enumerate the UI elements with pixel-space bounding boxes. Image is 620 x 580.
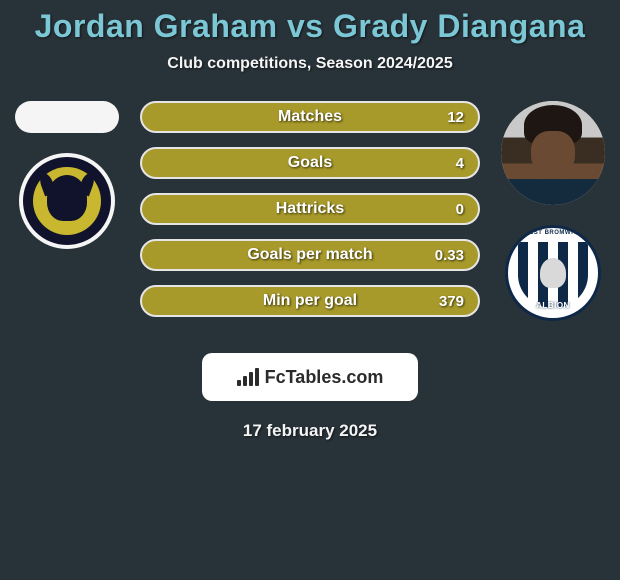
wba-text-top: WEST BROMWICH [508, 230, 598, 236]
player2-photo [501, 101, 605, 205]
comparison-card: Jordan Graham vs Grady Diangana Club com… [0, 0, 620, 441]
stat-bar: Min per goal 379 [140, 285, 480, 317]
subtitle: Club competitions, Season 2024/2025 [0, 55, 620, 73]
stat-value: 0 [456, 201, 464, 218]
stat-label: Goals per match [142, 246, 478, 264]
player1-photo [15, 101, 119, 133]
stat-label: Matches [142, 108, 478, 126]
stat-value: 379 [439, 293, 464, 310]
stat-value: 4 [456, 155, 464, 172]
stat-label: Min per goal [142, 292, 478, 310]
page-title: Jordan Graham vs Grady Diangana [0, 8, 620, 45]
main-content: Matches 12 Goals 4 Hattricks 0 Goals per… [0, 101, 620, 341]
stat-bar: Matches 12 [140, 101, 480, 133]
stat-label: Hattricks [142, 200, 478, 218]
player2-club-logo: WEST BROMWICH ALBION [505, 225, 601, 321]
branding-badge[interactable]: FcTables.com [202, 353, 418, 401]
stat-bar: Goals 4 [140, 147, 480, 179]
stat-bar: Goals per match 0.33 [140, 239, 480, 271]
stat-bar: Hattricks 0 [140, 193, 480, 225]
stat-value: 0.33 [435, 247, 464, 264]
left-column [8, 101, 126, 249]
wba-badge-icon: WEST BROMWICH ALBION [505, 225, 601, 321]
stat-value: 12 [447, 109, 464, 126]
date-text: 17 february 2025 [0, 421, 620, 441]
right-column: WEST BROMWICH ALBION [494, 101, 612, 321]
stats-bars: Matches 12 Goals 4 Hattricks 0 Goals per… [140, 101, 480, 317]
oxford-badge-icon [19, 153, 115, 249]
player1-club-logo [19, 153, 115, 249]
branding-text: FcTables.com [265, 367, 384, 388]
chart-bars-icon [237, 368, 259, 386]
wba-text-bottom: ALBION [508, 301, 598, 310]
stat-label: Goals [142, 154, 478, 172]
